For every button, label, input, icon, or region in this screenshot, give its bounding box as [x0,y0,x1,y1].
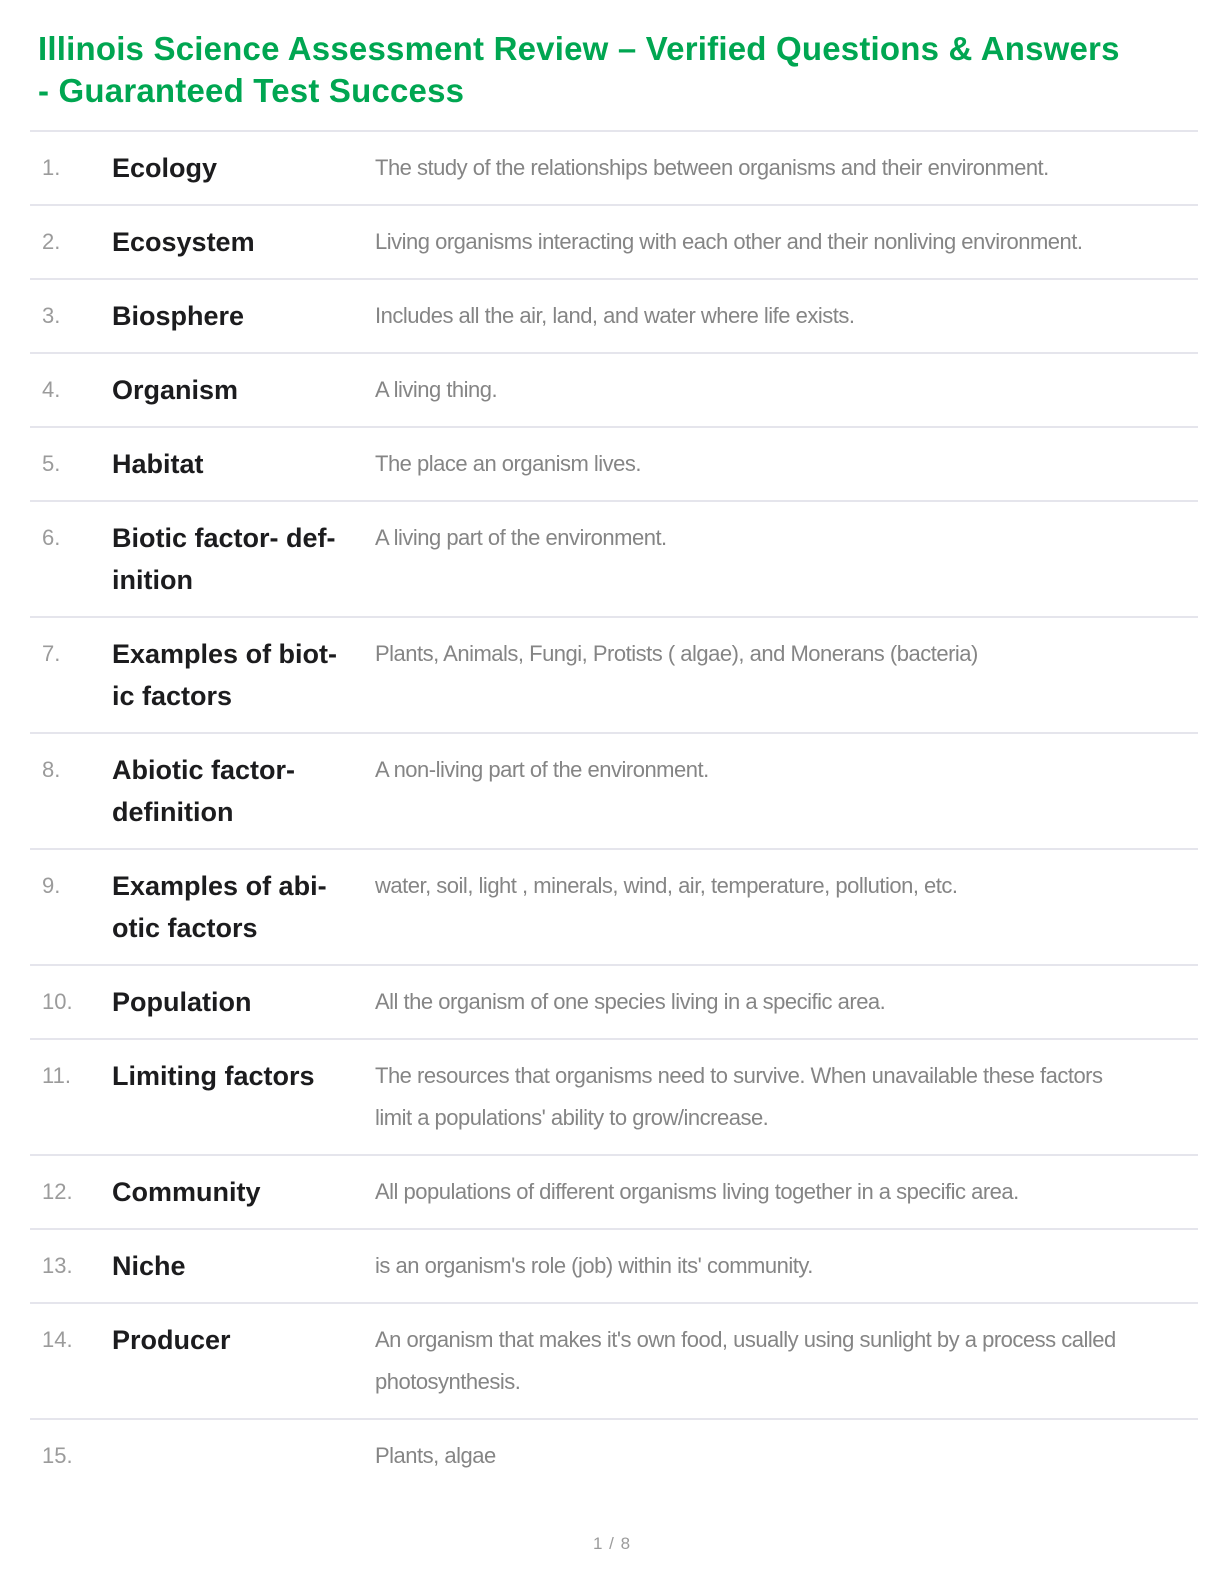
table-row: 4. Organism A living thing. [30,352,1198,426]
row-number: 14. [42,1327,73,1352]
table-row: 15. Plants, algae [30,1418,1198,1492]
qa-list: 1. Ecology The study of the relationship… [30,130,1198,1492]
row-definition: Plants, algae [375,1443,496,1468]
row-number: 11. [42,1063,71,1088]
table-row: 3. Biosphere Includes all the air, land,… [30,278,1198,352]
row-number: 13. [42,1253,73,1278]
row-term: Niche [112,1251,186,1281]
row-definition: A non-living part of the environment. [375,757,709,782]
row-number: 12. [42,1179,73,1204]
row-number: 1. [42,155,61,180]
row-definition: A living part of the environment. [375,525,667,550]
table-row: 1. Ecology The study of the relationship… [30,130,1198,204]
row-number: 3. [42,303,61,328]
row-definition: All the organism of one species living i… [375,989,886,1014]
row-definition: All populations of different organisms l… [375,1179,1019,1204]
row-term: Population [112,987,252,1017]
table-row: 11. Limiting factors The resources that … [30,1038,1198,1154]
row-number: 8. [42,757,61,782]
row-number: 5. [42,451,61,476]
row-term: Examples of abi- otic factors [112,871,327,943]
row-term: Ecosystem [112,227,255,257]
row-definition: A living thing. [375,377,498,402]
page-title: Illinois Science Assessment Review – Ver… [38,30,1120,109]
row-definition: An organism that makes it's own food, us… [375,1327,1116,1394]
row-term: Producer [112,1325,231,1355]
table-row: 7. Examples of biot- ic factors Plants, … [30,616,1198,732]
table-row: 2. Ecosystem Living organisms interactin… [30,204,1198,278]
row-number: 4. [42,377,61,402]
table-row: 9. Examples of abi- otic factors water, … [30,848,1198,964]
row-definition: Includes all the air, land, and water wh… [375,303,855,328]
row-term: Organism [112,375,239,405]
row-term: Examples of biot- ic factors [112,639,338,711]
row-number: 6. [42,525,61,550]
row-number: 2. [42,229,61,254]
row-term: Community [112,1177,261,1207]
row-term: Habitat [112,449,204,479]
table-row: 13. Niche is an organism's role (job) wi… [30,1228,1198,1302]
table-row: 14. Producer An organism that makes it's… [30,1302,1198,1418]
row-definition: Plants, Animals, Fungi, Protists ( algae… [375,641,978,666]
table-row: 5. Habitat The place an organism lives. [30,426,1198,500]
table-row: 6. Biotic factor- def- inition A living … [30,500,1198,616]
row-definition: water, soil, light , minerals, wind, air… [375,873,958,898]
row-term: Abiotic factor- definition [112,755,296,827]
row-term: Ecology [112,153,218,183]
row-definition: The study of the relationships between o… [375,155,1049,180]
row-term: Limiting factors [112,1061,315,1091]
row-number: 15. [42,1443,73,1468]
row-definition: The resources that organisms need to sur… [375,1063,1103,1130]
row-definition: The place an organism lives. [375,451,642,476]
row-term: Biosphere [112,301,245,331]
table-row: 8. Abiotic factor- definition A non-livi… [30,732,1198,848]
page-number-indicator: 1 / 8 [592,1534,632,1553]
row-number: 10. [42,989,73,1014]
row-definition: is an organism's role (job) within its' … [375,1253,813,1278]
table-row: 12. Community All populations of differe… [30,1154,1198,1228]
row-number: 7. [42,641,61,666]
table-row: 10. Population All the organism of one s… [30,964,1198,1038]
row-definition: Living organisms interacting with each o… [375,229,1083,254]
row-number: 9. [42,873,61,898]
row-term: Biotic factor- def- inition [112,523,336,595]
